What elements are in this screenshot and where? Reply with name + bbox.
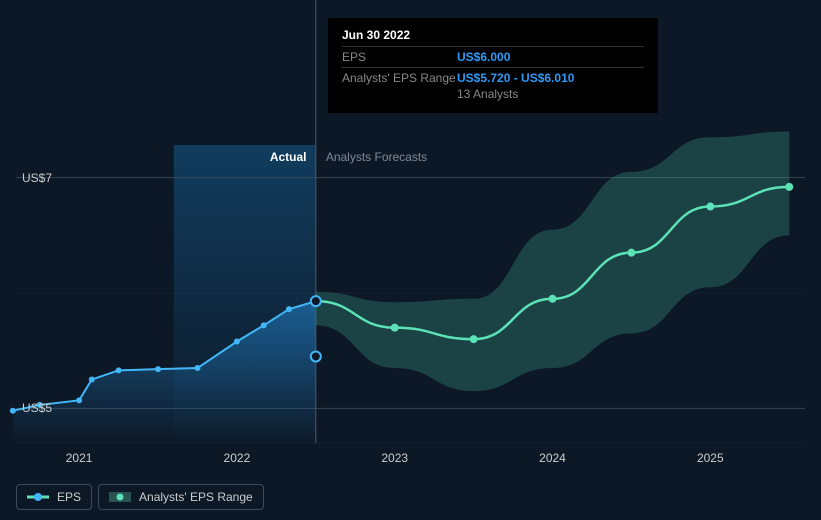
actual-point (286, 306, 292, 312)
divider (342, 46, 644, 47)
forecast-point (706, 203, 714, 211)
chart-legend: EPS Analysts' EPS Range (16, 484, 264, 510)
eps-forecast-chart: Jun 30 2022 EPSUS$6.000Analysts' EPS Ran… (0, 0, 821, 520)
tooltip-value: US$5.720 - US$6.010 (457, 71, 574, 85)
tooltip-date: Jun 30 2022 (342, 28, 644, 42)
forecast-point (391, 324, 399, 332)
actual-point (116, 367, 122, 373)
actual-point (89, 377, 95, 383)
legend-item[interactable]: Analysts' EPS Range (98, 484, 264, 510)
actual-region-label: Actual (270, 150, 307, 164)
legend-label: EPS (57, 490, 81, 504)
cursor-marker (311, 296, 321, 306)
legend-swatch-icon (27, 491, 49, 503)
chart-tooltip: Jun 30 2022 EPSUS$6.000Analysts' EPS Ran… (328, 18, 658, 113)
x-axis-tick: 2024 (539, 451, 566, 465)
legend-item[interactable]: EPS (16, 484, 92, 510)
x-axis-tick: 2023 (381, 451, 408, 465)
y-axis-tick: US$7 (22, 171, 52, 185)
forecast-point (785, 183, 793, 191)
actual-point (155, 366, 161, 372)
tooltip-label: Analysts' EPS Range (342, 71, 457, 101)
forecast-point (470, 335, 478, 343)
forecast-point (549, 295, 557, 303)
forecast-point (627, 249, 635, 257)
x-axis-tick: 2021 (66, 451, 93, 465)
actual-point (234, 338, 240, 344)
x-axis-tick: 2025 (697, 451, 724, 465)
actual-point (76, 397, 82, 403)
tooltip-label: EPS (342, 50, 457, 64)
actual-point (261, 322, 267, 328)
legend-swatch-icon (109, 491, 131, 503)
tooltip-row: EPSUS$6.000 (342, 48, 644, 66)
legend-label: Analysts' EPS Range (139, 490, 253, 504)
actual-area (13, 301, 316, 443)
forecast-region-label: Analysts Forecasts (326, 150, 427, 164)
cursor-marker (311, 351, 321, 361)
tooltip-subtext: 13 Analysts (457, 87, 574, 101)
actual-point (194, 365, 200, 371)
tooltip-row: Analysts' EPS RangeUS$5.720 - US$6.010 13… (342, 69, 644, 103)
y-axis-tick: US$5 (22, 401, 52, 415)
forecast-band (316, 132, 789, 392)
actual-point (10, 408, 16, 414)
tooltip-value: US$6.000 (457, 50, 510, 64)
divider (342, 67, 644, 68)
x-axis-tick: 2022 (224, 451, 251, 465)
